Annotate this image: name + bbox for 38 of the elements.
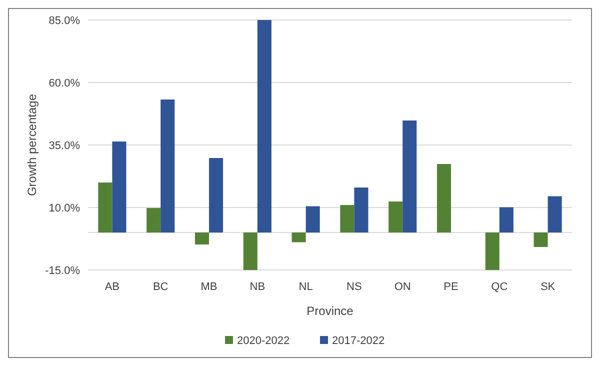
x-tick-label: PE [444, 281, 458, 293]
bar [160, 100, 175, 232]
x-tick-label: NS [346, 281, 362, 293]
x-tick-label: SK [540, 281, 556, 293]
x-axis-title: Province [306, 304, 354, 318]
x-tick-label: AB [104, 281, 120, 293]
bar [98, 182, 112, 232]
bar [292, 232, 306, 242]
x-tick-label: NL [298, 281, 313, 293]
bar [257, 20, 272, 232]
x-tick-label: BC [152, 281, 168, 293]
bar [499, 207, 514, 232]
bar [340, 205, 354, 232]
bar [548, 196, 562, 232]
y-tick-label: 10.0% [48, 202, 80, 214]
x-tick-label: MB [200, 281, 218, 293]
bar [388, 202, 403, 232]
bar [146, 208, 161, 232]
x-tick-label: QC [491, 281, 508, 293]
y-axis-title: Growth percentage [25, 94, 39, 196]
x-tick-label: NB [250, 281, 266, 293]
bar [485, 232, 500, 270]
y-tick-label: 85.0% [48, 14, 80, 27]
bar [209, 158, 224, 232]
bar [402, 120, 417, 232]
bar [354, 188, 368, 232]
bar [194, 232, 209, 244]
bar [306, 206, 320, 232]
bar [112, 142, 126, 232]
legend-label: 2017-2022 [332, 335, 385, 347]
y-tick-label: 35.0% [48, 140, 80, 152]
bar [243, 232, 258, 270]
x-tick-label: ON [394, 281, 411, 293]
y-tick-label: 60.0% [48, 77, 80, 90]
legend-label: 2020-2022 [237, 335, 290, 347]
bar [534, 232, 548, 247]
bar [436, 164, 451, 232]
y-tick-label: -15.0% [45, 264, 80, 277]
